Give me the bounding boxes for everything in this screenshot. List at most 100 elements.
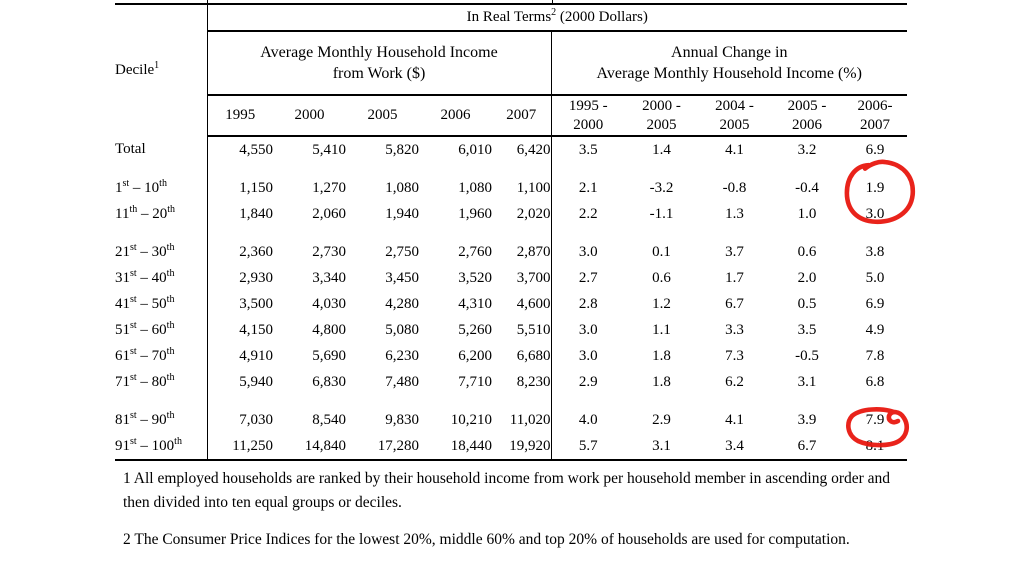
change-value: 3.5	[797, 321, 817, 338]
decile-column-header: Decile1	[115, 3, 208, 136]
period-header: 1995 -2000	[550, 95, 625, 137]
change-value: 1.7	[725, 269, 744, 286]
change-value: 3.7	[725, 243, 744, 260]
income-value	[273, 227, 346, 239]
change-value: -0.4	[795, 179, 819, 196]
change-value: 3.1	[625, 433, 698, 461]
decile-row-label: 1st – 10th	[115, 175, 208, 201]
change-value: 6.7	[771, 433, 843, 461]
change-value: 2.1	[550, 175, 625, 201]
change-value: 6.9	[865, 141, 885, 158]
income-value: 14,840	[273, 433, 346, 461]
income-value: 5,080	[385, 321, 419, 338]
change-value: 1.9	[865, 179, 885, 196]
year-header: 1995	[207, 95, 273, 137]
decile-row-label	[115, 395, 208, 407]
income-value: 4,550	[239, 141, 273, 158]
income-value: 1,270	[312, 179, 346, 196]
change-value	[625, 163, 698, 175]
change-value: 3.0	[550, 239, 625, 265]
change-value: 2.0	[797, 269, 817, 286]
decile-row-label: 71st – 80th	[115, 369, 208, 395]
income-value: 4,030	[312, 295, 346, 312]
change-value: 6.2	[725, 373, 744, 390]
income-value: 1,150	[239, 179, 273, 196]
change-value: 3.0	[550, 343, 625, 369]
change-value: -3.2	[649, 179, 674, 196]
income-value	[419, 163, 492, 175]
income-value	[273, 163, 346, 175]
change-value	[550, 227, 625, 239]
change-value: 1.4	[652, 141, 671, 158]
income-value: 10,210	[450, 411, 492, 428]
income-value: 6,010	[458, 141, 492, 158]
income-value: 2,060	[312, 205, 346, 222]
change-value: 6.8	[865, 373, 885, 390]
income-value: 7,030	[239, 411, 273, 428]
income-value: 19,920	[492, 433, 551, 461]
income-decile-table: Decile1 In Real Terms2 (2000 Dollars) Av…	[115, 3, 907, 461]
footnotes: 1 All employed households are ranked by …	[123, 467, 905, 552]
income-value: 6,420	[516, 141, 551, 158]
change-value: 1.3	[725, 205, 744, 222]
income-value: 11,250	[207, 433, 273, 461]
change-value: 3.5	[550, 136, 625, 163]
table-border-tick	[552, 0, 553, 4]
income-value: 9,830	[385, 411, 419, 428]
decile-row-label: 31st – 40th	[115, 265, 208, 291]
footnote-2: 2 The Consumer Price Indices for the low…	[123, 531, 850, 548]
decile-row-label	[115, 227, 208, 239]
income-value: 5,690	[312, 347, 346, 364]
change-value	[698, 227, 771, 239]
change-value: 1.2	[652, 295, 671, 312]
income-value	[273, 395, 346, 407]
income-value: 6,200	[458, 347, 492, 364]
change-value: 4.0	[550, 407, 625, 433]
change-value	[771, 227, 843, 239]
change-value: 5.0	[865, 269, 885, 286]
change-value: 1.8	[652, 347, 671, 364]
change-value: 6.9	[865, 295, 885, 312]
income-value: 2,870	[516, 243, 551, 260]
change-value: 7.9	[865, 411, 885, 428]
income-value	[492, 395, 551, 407]
change-value: 0.1	[652, 243, 671, 260]
decile-row-label: 61st – 70th	[115, 343, 208, 369]
change-value: 0.6	[797, 243, 817, 260]
decile-row-label	[115, 163, 208, 175]
change-value	[843, 395, 907, 407]
change-value: 4.1	[725, 141, 744, 158]
change-value: 0.6	[652, 269, 671, 286]
income-value: 1,840	[239, 205, 273, 222]
income-value: 2,730	[312, 243, 346, 260]
income-value: 4,600	[516, 295, 551, 312]
income-value: 5,940	[239, 373, 273, 390]
change-value: 3.1	[797, 373, 817, 390]
change-value: 2.2	[550, 201, 625, 227]
change-value	[550, 395, 625, 407]
year-header: 2007	[492, 95, 551, 137]
income-value: 1,960	[458, 205, 492, 222]
change-value: 7.3	[725, 347, 744, 364]
income-value: 4,280	[385, 295, 419, 312]
group-header-income: Average Monthly Household Income from Wor…	[207, 31, 551, 96]
change-value: 0.5	[797, 295, 817, 312]
income-value: 18,440	[419, 433, 492, 461]
change-value	[698, 163, 771, 175]
decile-row-label: 51st – 60th	[115, 317, 208, 343]
income-value: 6,680	[516, 347, 551, 364]
table-body: Total 4,550 5,410 5,820 6,010 6,420 3.5 1.4 4.1 3…	[115, 136, 907, 461]
change-value	[625, 395, 698, 407]
change-value	[843, 227, 907, 239]
income-value: 3,340	[312, 269, 346, 286]
income-value: 1,940	[385, 205, 419, 222]
income-value: 5,510	[516, 321, 551, 338]
income-value: 1,080	[385, 179, 419, 196]
year-header: 2000	[273, 95, 346, 137]
change-value: 8.1	[843, 433, 907, 461]
real-terms-header: In Real Terms2 (2000 Dollars)	[207, 3, 907, 32]
income-value: 3,520	[458, 269, 492, 286]
change-value: 2.9	[550, 369, 625, 395]
income-value: 2,930	[239, 269, 273, 286]
change-value: -0.5	[795, 347, 819, 364]
